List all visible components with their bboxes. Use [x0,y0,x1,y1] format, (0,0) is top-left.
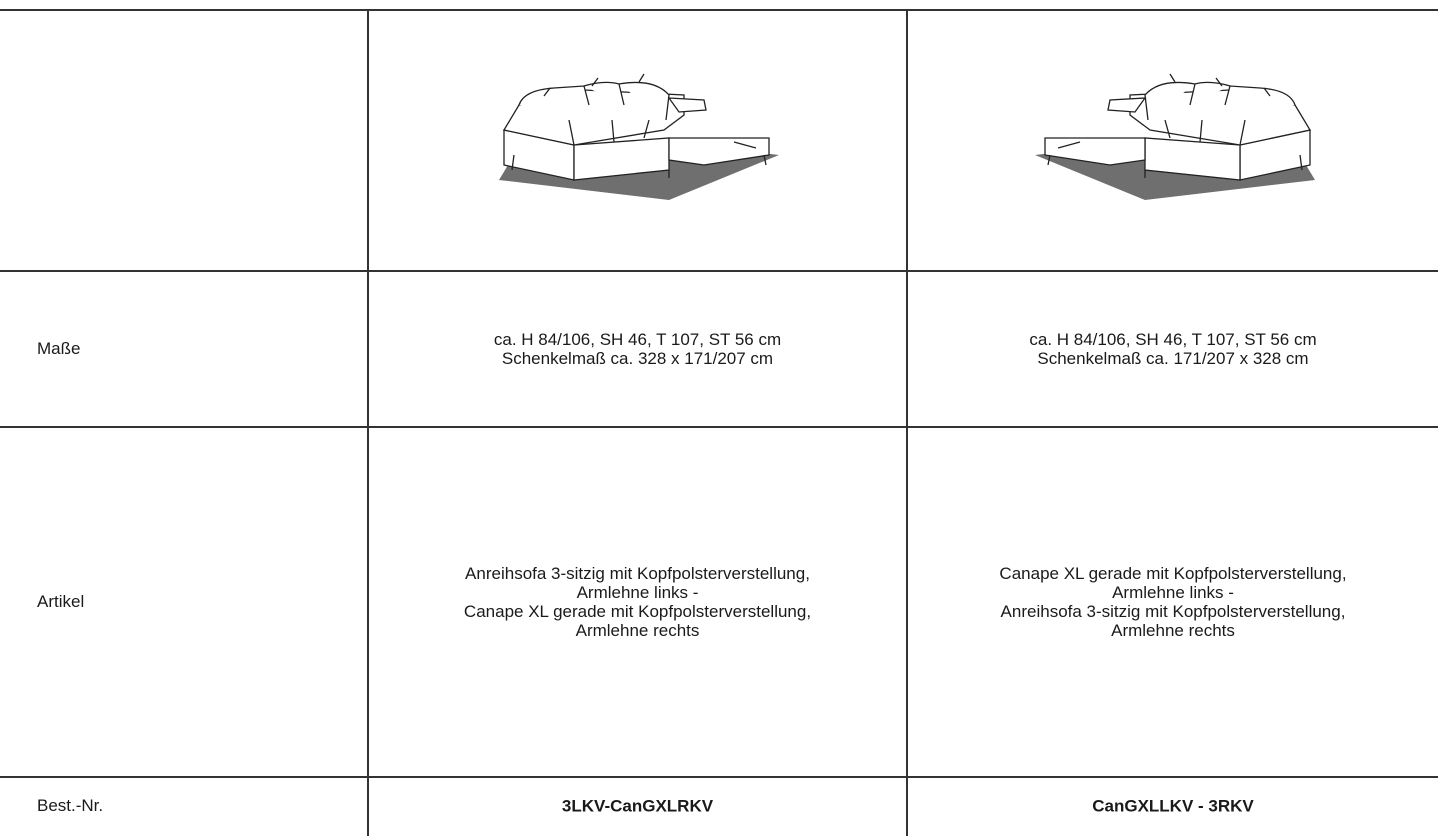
text-line: ca. H 84/106, SH 46, T 107, ST 56 cm [493,330,782,349]
rule [906,10,908,836]
text-line: Schenkelmaß ca. 171/207 x 328 cm [1037,349,1309,368]
rule [0,776,1438,778]
text-line: Armlehne rechts [1111,621,1235,640]
text-line: Armlehne links - [1112,583,1234,602]
cell-text: Anreihsofa 3-sitzig mit Kopfpolsterverst… [369,564,906,640]
text-line: Canape XL gerade mit Kopfpolsterverstell… [463,602,812,621]
text-line: 3LKV-CanGXLRKV [561,796,714,816]
cell-text: 3LKV-CanGXLRKV [369,797,906,816]
cell-text: Canape XL gerade mit Kopfpolsterverstell… [908,564,1438,640]
text-line: Anreihsofa 3-sitzig mit Kopfpolsterverst… [465,564,810,583]
rule [0,270,1438,272]
text-line: Schenkelmaß ca. 328 x 171/207 cm [501,349,774,368]
rule [0,426,1438,428]
cell-text: CanGXLLKV - 3RKV [908,797,1438,816]
text-line: Armlehne rechts [575,621,700,640]
text-line: Canape XL gerade mit Kopfpolsterverstell… [999,564,1347,583]
row-label: Best.-Nr. [37,796,104,815]
text-line: CanGXLLKV - 3RKV [1092,796,1254,816]
text-line: ca. H 84/106, SH 46, T 107, ST 56 cm [1029,330,1317,349]
sofa-drawing [499,73,779,200]
text-line: Armlehne links - [576,583,699,602]
row-label: Maße [37,339,81,358]
cell-text: ca. H 84/106, SH 46, T 107, ST 56 cm Sche… [908,330,1438,368]
rule [367,10,369,836]
rule [0,9,1438,11]
cell-text: ca. H 84/106, SH 46, T 107, ST 56 cm Sche… [369,330,906,368]
row-label: Artikel [37,592,85,611]
sofa-drawing [1035,73,1315,200]
text-line: Anreihsofa 3-sitzig mit Kopfpolsterverst… [1000,602,1346,621]
